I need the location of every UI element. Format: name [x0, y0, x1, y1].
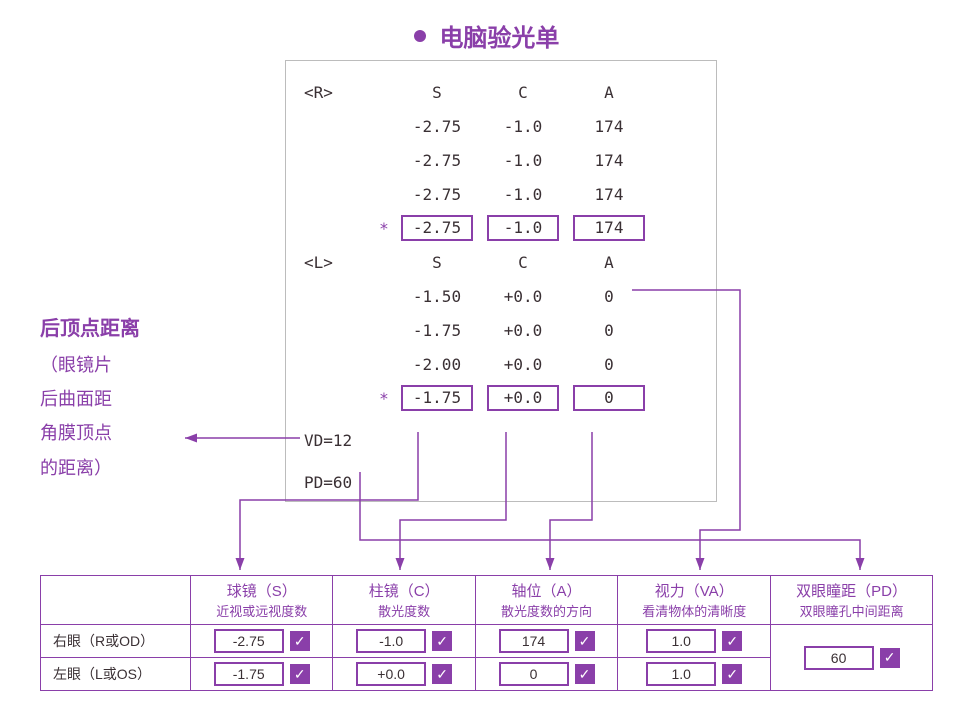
annot-heading: 后顶点距离 — [40, 310, 180, 348]
refraction-sheet: <R> S C A -2.75 -1.0 174 -2.75 -1.0 174 … — [285, 60, 717, 502]
prescription-table: 球镜（S）近视或远视度数 柱镜（C）散光度数 轴位（A）散光度数的方向 视力（V… — [40, 575, 933, 691]
col-va: 视力（VA）看清物体的清晰度 — [618, 576, 771, 625]
page-title: 电脑验光单 — [0, 18, 973, 53]
eye-label: 右眼（R或OD） — [41, 625, 191, 658]
col-cylinder: 柱镜（C）散光度数 — [333, 576, 475, 625]
r-row-a: 174 — [566, 151, 652, 170]
check-icon: ✓ — [575, 631, 595, 651]
vd-value: VD=12 — [304, 431, 352, 450]
r-final-a: 174 — [573, 215, 645, 241]
r-final-c: -1.0 — [487, 215, 559, 241]
pd-cell: 60 ✓ — [771, 625, 933, 691]
os-va: 1.0 — [646, 662, 716, 686]
annot-line: 后曲面距 — [40, 382, 180, 416]
right-eye-label: <R> — [304, 83, 374, 102]
annot-line: （眼镜片 — [40, 348, 180, 382]
star-icon: * — [374, 389, 394, 408]
r-row-s: -2.75 — [394, 117, 480, 136]
l-final-c: +0.0 — [487, 385, 559, 411]
r-row-a: 174 — [566, 185, 652, 204]
l-row-s: -2.00 — [394, 355, 480, 374]
corner-cell — [41, 576, 191, 625]
col-s: S — [394, 253, 480, 272]
l-final-a: 0 — [573, 385, 645, 411]
col-sphere: 球镜（S）近视或远视度数 — [191, 576, 333, 625]
title-text: 电脑验光单 — [439, 25, 559, 52]
eye-label: 左眼（L或OS） — [41, 658, 191, 691]
od-s: -2.75 — [214, 629, 284, 653]
os-s: -1.75 — [214, 662, 284, 686]
r-final-s: -2.75 — [401, 215, 473, 241]
col-c: C — [480, 253, 566, 272]
r-row-s: -2.75 — [394, 185, 480, 204]
col-s: S — [394, 83, 480, 102]
r-row-s: -2.75 — [394, 151, 480, 170]
col-a: A — [566, 83, 652, 102]
l-row-c: +0.0 — [480, 321, 566, 340]
col-pd: 双眼瞳距（PD）双眼瞳孔中间距离 — [771, 576, 933, 625]
pd-value: PD=60 — [304, 473, 352, 492]
l-row-s: -1.75 — [394, 321, 480, 340]
l-row-a: 0 — [566, 355, 652, 374]
check-icon: ✓ — [432, 631, 452, 651]
pd-val: 60 — [804, 646, 874, 670]
check-icon: ✓ — [575, 664, 595, 684]
bullet-icon — [414, 30, 426, 42]
check-icon: ✓ — [880, 648, 900, 668]
os-c: +0.0 — [356, 662, 426, 686]
od-a: 174 — [499, 629, 569, 653]
table-row: 右眼（R或OD） -2.75✓ -1.0✓ 174✓ 1.0✓ 60✓ — [41, 625, 933, 658]
r-row-c: -1.0 — [480, 185, 566, 204]
l-row-s: -1.50 — [394, 287, 480, 306]
od-c: -1.0 — [356, 629, 426, 653]
check-icon: ✓ — [290, 664, 310, 684]
annot-line: 的距离） — [40, 451, 180, 485]
left-eye-label: <L> — [304, 253, 374, 272]
col-c: C — [480, 83, 566, 102]
r-row-a: 174 — [566, 117, 652, 136]
col-a: A — [566, 253, 652, 272]
r-row-c: -1.0 — [480, 151, 566, 170]
check-icon: ✓ — [290, 631, 310, 651]
l-final-s: -1.75 — [401, 385, 473, 411]
check-icon: ✓ — [722, 631, 742, 651]
l-row-a: 0 — [566, 321, 652, 340]
r-row-c: -1.0 — [480, 117, 566, 136]
col-axis: 轴位（A）散光度数的方向 — [475, 576, 617, 625]
os-a: 0 — [499, 662, 569, 686]
od-va: 1.0 — [646, 629, 716, 653]
l-row-c: +0.0 — [480, 287, 566, 306]
vd-annotation: 后顶点距离 （眼镜片 后曲面距 角膜顶点 的距离） — [40, 310, 180, 485]
annot-line: 角膜顶点 — [40, 416, 180, 450]
l-row-c: +0.0 — [480, 355, 566, 374]
check-icon: ✓ — [722, 664, 742, 684]
star-icon: * — [374, 219, 394, 238]
l-row-a: 0 — [566, 287, 652, 306]
check-icon: ✓ — [432, 664, 452, 684]
